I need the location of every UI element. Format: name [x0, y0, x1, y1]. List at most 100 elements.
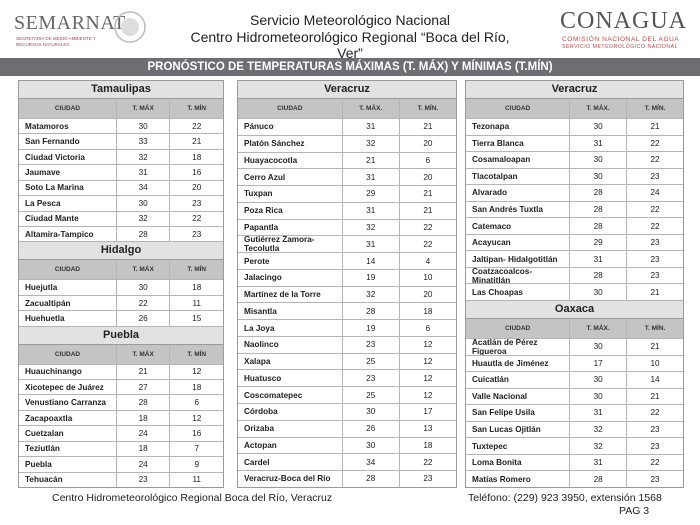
- table-row: Acatlán de Pérez Figueroa 30 21: [466, 339, 683, 356]
- city: Tierra Blanca: [466, 135, 571, 152]
- table-row: Tlacotalpan 30 23: [466, 168, 683, 186]
- temperature: 18: [117, 410, 171, 426]
- temperature: 21: [650, 122, 660, 132]
- section-title: Puebla: [19, 326, 223, 345]
- temperature: 20: [192, 183, 202, 193]
- temperature: 21: [650, 287, 660, 297]
- temperature: 21: [192, 137, 202, 147]
- column-header: T. MÍN: [187, 350, 207, 358]
- temperature: 22: [117, 295, 171, 311]
- temperature: 6: [425, 155, 431, 165]
- city: Valle Nacional: [466, 388, 571, 405]
- temperature: 22: [650, 205, 660, 214]
- table-row: Pánuco 31 21: [238, 119, 456, 136]
- header-row: CIUDAD T. MÁX T. MÍN: [19, 99, 223, 119]
- temperature: 16: [192, 167, 202, 177]
- temperature: 23: [650, 254, 660, 264]
- table-row: Gutiérrez Zamora-Tecolutla 31 22: [238, 236, 456, 254]
- subtitle: Centro Hidrometeorológico Regional “Boca…: [190, 29, 510, 61]
- column-header: CIUDAD: [19, 260, 117, 280]
- header-row: CIUDAD T. MÁX T. MÍN: [19, 344, 223, 365]
- header-row: CIUDAD T. MÁX. T. MÍN.: [238, 99, 456, 119]
- temperature: 32: [117, 149, 171, 165]
- city: Zacualtipán: [19, 295, 117, 311]
- temperature: 32: [570, 438, 628, 454]
- temperature: 28: [570, 218, 628, 234]
- table-row: Matías Romero 28 23: [466, 471, 683, 487]
- city: San Fernando: [19, 134, 117, 149]
- table-row: Huatusco 23 12: [238, 370, 456, 388]
- city: Jaltipan- Hidalgotitlán: [466, 251, 571, 267]
- column-header: T. MÁX: [117, 344, 171, 364]
- temperature: 30: [343, 437, 400, 454]
- table-row: Cosamaloapan 30 22: [466, 152, 683, 169]
- temperature: 21: [650, 342, 660, 352]
- city: Tezonapa: [466, 119, 571, 135]
- temperature: 22: [650, 138, 660, 148]
- city: Altamira-Tampico: [19, 226, 117, 242]
- temperature: 30: [570, 168, 628, 185]
- city: Acayucan: [466, 234, 571, 251]
- temperature: 6: [425, 323, 431, 333]
- table-column: Veracruz CIUDAD T. MÁX. T. MÍN. Pánuco 31 21 Pl…: [237, 80, 457, 488]
- city: Puebla: [19, 457, 117, 472]
- temperature: 22: [650, 458, 660, 468]
- city: Tlacotalpan: [466, 168, 571, 185]
- temperature: 17: [570, 355, 628, 372]
- temperature: 31: [343, 119, 400, 135]
- city: Loma Bonita: [466, 454, 571, 471]
- table-row: Coscomatepec 25 12: [238, 387, 456, 405]
- temperature: 23: [650, 271, 660, 281]
- temperature: 23: [117, 472, 171, 488]
- column-header: T. MÍN.: [644, 325, 666, 333]
- column-header: CIUDAD: [466, 319, 571, 339]
- temperature: 24: [117, 457, 171, 472]
- city: Ciudad Mante: [19, 211, 117, 226]
- table-row: Venustiano Carranza 28 6: [19, 395, 223, 411]
- temperature: 29: [343, 186, 400, 202]
- table-row: Tierra Blanca 31 22: [466, 135, 683, 153]
- logo-right-sub: COMISIÓN NACIONAL DEL AGUA: [562, 36, 680, 43]
- temperature: 30: [570, 388, 628, 405]
- temperature: 22: [650, 221, 660, 231]
- city: Papantla: [238, 219, 343, 236]
- temperature: 28: [570, 185, 628, 201]
- section-title: Hidalgo: [19, 242, 223, 261]
- temperature: 25: [343, 353, 400, 370]
- city: Huayacocotla: [238, 152, 343, 169]
- table-row: Altamira-Tampico 28 23: [19, 226, 223, 243]
- city: Gutiérrez Zamora-Tecolutla: [238, 236, 343, 253]
- city: San Lucas Ojitlán: [466, 421, 571, 438]
- temperature: 12: [423, 390, 433, 400]
- footer-text: Teléfono: (229) 923 3950, extensión 1568: [468, 492, 662, 504]
- temperature: 30: [570, 119, 628, 135]
- temperature: 21: [423, 206, 433, 216]
- column-header: T. MÍN: [187, 105, 207, 112]
- table-row: San Andrés Tuxtla 28 22: [466, 201, 683, 219]
- city: Tehuacán: [19, 472, 117, 488]
- temperature: 28: [117, 395, 171, 410]
- table-row: Xicotepec de Juárez 27 18: [19, 380, 223, 396]
- temperature: 11: [192, 298, 201, 308]
- table-row: San Felipe Usila 31 22: [466, 405, 683, 422]
- header-row: CIUDAD T. MÁX. T. MÍN.: [466, 319, 683, 340]
- section-title: Veracruz: [466, 81, 683, 99]
- temperature: 12: [423, 340, 433, 350]
- temperature: 30: [570, 339, 628, 355]
- table-row: Soto La Marina 34 20: [19, 180, 223, 197]
- temperature: 25: [343, 387, 400, 404]
- temperature: 32: [570, 421, 628, 438]
- table-row: Zacapoaxtla 18 12: [19, 410, 223, 427]
- temperature: 31: [570, 454, 628, 471]
- temperature: 33: [117, 134, 171, 149]
- column-header: T. MÁX.: [343, 99, 400, 118]
- temperature: 21: [423, 122, 433, 132]
- table-row: La Joya 19 6: [238, 320, 456, 337]
- temperature: 23: [650, 441, 660, 451]
- city: Xicotepec de Juárez: [19, 380, 117, 395]
- table-row: Cardel 34 22: [238, 454, 456, 472]
- city: Jalacingo: [238, 269, 343, 286]
- header-row: CIUDAD T. MÁX T. MÍN: [19, 260, 223, 281]
- column-header: T. MÁX.: [570, 319, 628, 339]
- temperature: 22: [650, 408, 660, 418]
